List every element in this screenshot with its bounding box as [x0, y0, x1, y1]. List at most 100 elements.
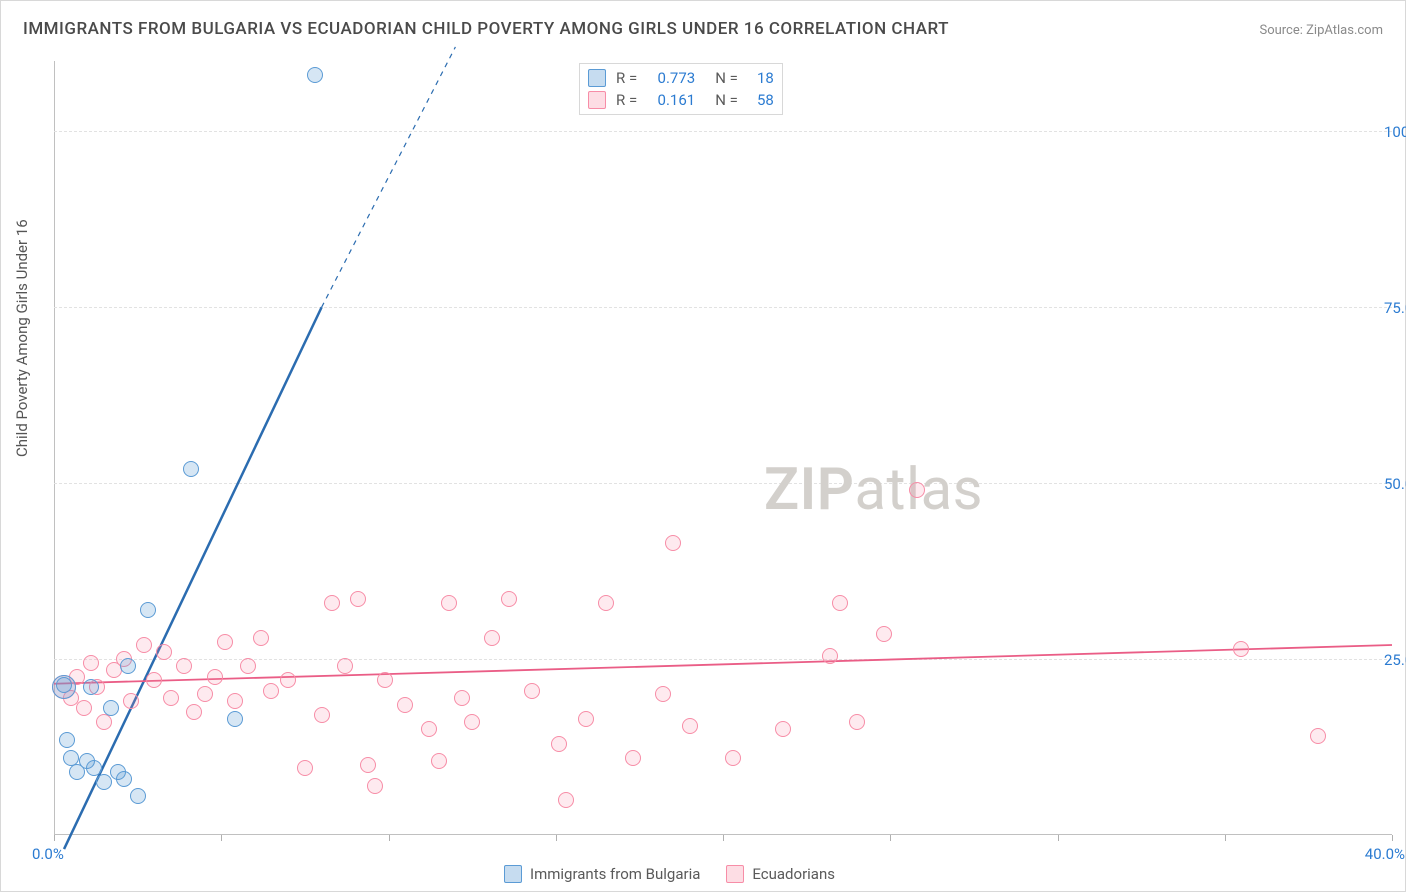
- blue-dot: [83, 679, 99, 695]
- pink-dot: [240, 658, 256, 674]
- r-value-blue: 0.773: [643, 67, 695, 89]
- x-tick-label-max: 40.0%: [1365, 845, 1405, 863]
- plot-area: Child Poverty Among Girls Under 16 25.0%…: [54, 61, 1392, 835]
- pink-dot: [625, 750, 641, 766]
- pink-dot: [454, 690, 470, 706]
- y-axis-title: Child Poverty Among Girls Under 16: [13, 219, 31, 457]
- pink-dot: [360, 757, 376, 773]
- x-tick: [1058, 835, 1059, 841]
- pink-dot: [197, 686, 213, 702]
- legend-item-pink: Ecuadorians: [726, 865, 835, 883]
- pink-dot: [186, 704, 202, 720]
- pink-dot: [207, 669, 223, 685]
- pink-dot: [314, 707, 330, 723]
- pink-dot: [136, 637, 152, 653]
- blue-dot: [96, 774, 112, 790]
- trend-lines: [54, 61, 1392, 835]
- n-label: N =: [715, 67, 738, 89]
- blue-dot: [116, 771, 132, 787]
- pink-dot: [123, 693, 139, 709]
- pink-dot: [775, 721, 791, 737]
- x-tick: [556, 835, 557, 841]
- n-value-pink: 58: [744, 89, 774, 111]
- pink-dot: [83, 655, 99, 671]
- blue-dot: [86, 760, 102, 776]
- pink-dot: [350, 591, 366, 607]
- blue-dot: [103, 700, 119, 716]
- pink-dot: [578, 711, 594, 727]
- pink-dot: [324, 595, 340, 611]
- x-tick-label-min: 0.0%: [32, 845, 64, 863]
- pink-dot: [822, 648, 838, 664]
- pink-dot: [156, 644, 172, 660]
- x-tick: [1225, 835, 1226, 841]
- swatch-pink-icon: [726, 865, 744, 883]
- pink-dot: [146, 672, 162, 688]
- x-tick: [389, 835, 390, 841]
- pink-dot: [421, 721, 437, 737]
- pink-dot: [227, 693, 243, 709]
- correlation-chart: IMMIGRANTS FROM BULGARIA VS ECUADORIAN C…: [0, 0, 1406, 892]
- swatch-pink-icon: [588, 91, 606, 109]
- pink-dot: [832, 595, 848, 611]
- n-value-blue: 18: [744, 67, 774, 89]
- pink-dot: [682, 718, 698, 734]
- pink-dot: [253, 630, 269, 646]
- blue-dot: [183, 461, 199, 477]
- pink-dot: [377, 672, 393, 688]
- swatch-blue-icon: [588, 69, 606, 87]
- pink-dot: [263, 683, 279, 699]
- blue-dot: [307, 67, 323, 83]
- blue-dot: [130, 788, 146, 804]
- blue-dot: [56, 677, 72, 693]
- pink-dot: [501, 591, 517, 607]
- r-label: R =: [616, 89, 637, 111]
- blue-dot: [59, 732, 75, 748]
- swatch-blue-icon: [504, 865, 522, 883]
- x-tick: [890, 835, 891, 841]
- pink-dot: [876, 626, 892, 642]
- stats-legend: R = 0.773 N = 18 R = 0.161 N = 58: [579, 63, 783, 115]
- x-tick: [1392, 835, 1393, 841]
- x-tick: [54, 835, 55, 841]
- stats-row-pink: R = 0.161 N = 58: [588, 89, 774, 111]
- pink-dot: [163, 690, 179, 706]
- legend-item-blue: Immigrants from Bulgaria: [504, 865, 700, 883]
- pink-dot: [367, 778, 383, 794]
- r-label: R =: [616, 67, 637, 89]
- pink-dot: [441, 595, 457, 611]
- pink-dot: [217, 634, 233, 650]
- pink-dot: [431, 753, 447, 769]
- pink-dot: [598, 595, 614, 611]
- pink-dot: [297, 760, 313, 776]
- source-attribution: Source: ZipAtlas.com: [1259, 23, 1383, 38]
- n-label: N =: [715, 89, 738, 111]
- pink-dot: [464, 714, 480, 730]
- pink-dot: [397, 697, 413, 713]
- pink-dot: [337, 658, 353, 674]
- pink-dot: [655, 686, 671, 702]
- x-tick: [221, 835, 222, 841]
- blue-dot: [227, 711, 243, 727]
- pink-dot: [524, 683, 540, 699]
- pink-dot: [849, 714, 865, 730]
- pink-dot: [176, 658, 192, 674]
- pink-dot: [551, 736, 567, 752]
- pink-dot: [280, 672, 296, 688]
- pink-dot: [665, 535, 681, 551]
- chart-title: IMMIGRANTS FROM BULGARIA VS ECUADORIAN C…: [23, 19, 949, 39]
- pink-dot: [1233, 641, 1249, 657]
- pink-dot: [484, 630, 500, 646]
- stats-row-blue: R = 0.773 N = 18: [588, 67, 774, 89]
- r-value-pink: 0.161: [643, 89, 695, 111]
- blue-dot: [140, 602, 156, 618]
- pink-dot: [96, 714, 112, 730]
- x-tick: [723, 835, 724, 841]
- blue-dot: [120, 658, 136, 674]
- pink-dot: [725, 750, 741, 766]
- pink-dot: [909, 482, 925, 498]
- legend-label-pink: Ecuadorians: [752, 865, 835, 883]
- pink-dot: [558, 792, 574, 808]
- legend-label-blue: Immigrants from Bulgaria: [530, 865, 700, 883]
- series-legend: Immigrants from Bulgaria Ecuadorians: [504, 865, 835, 883]
